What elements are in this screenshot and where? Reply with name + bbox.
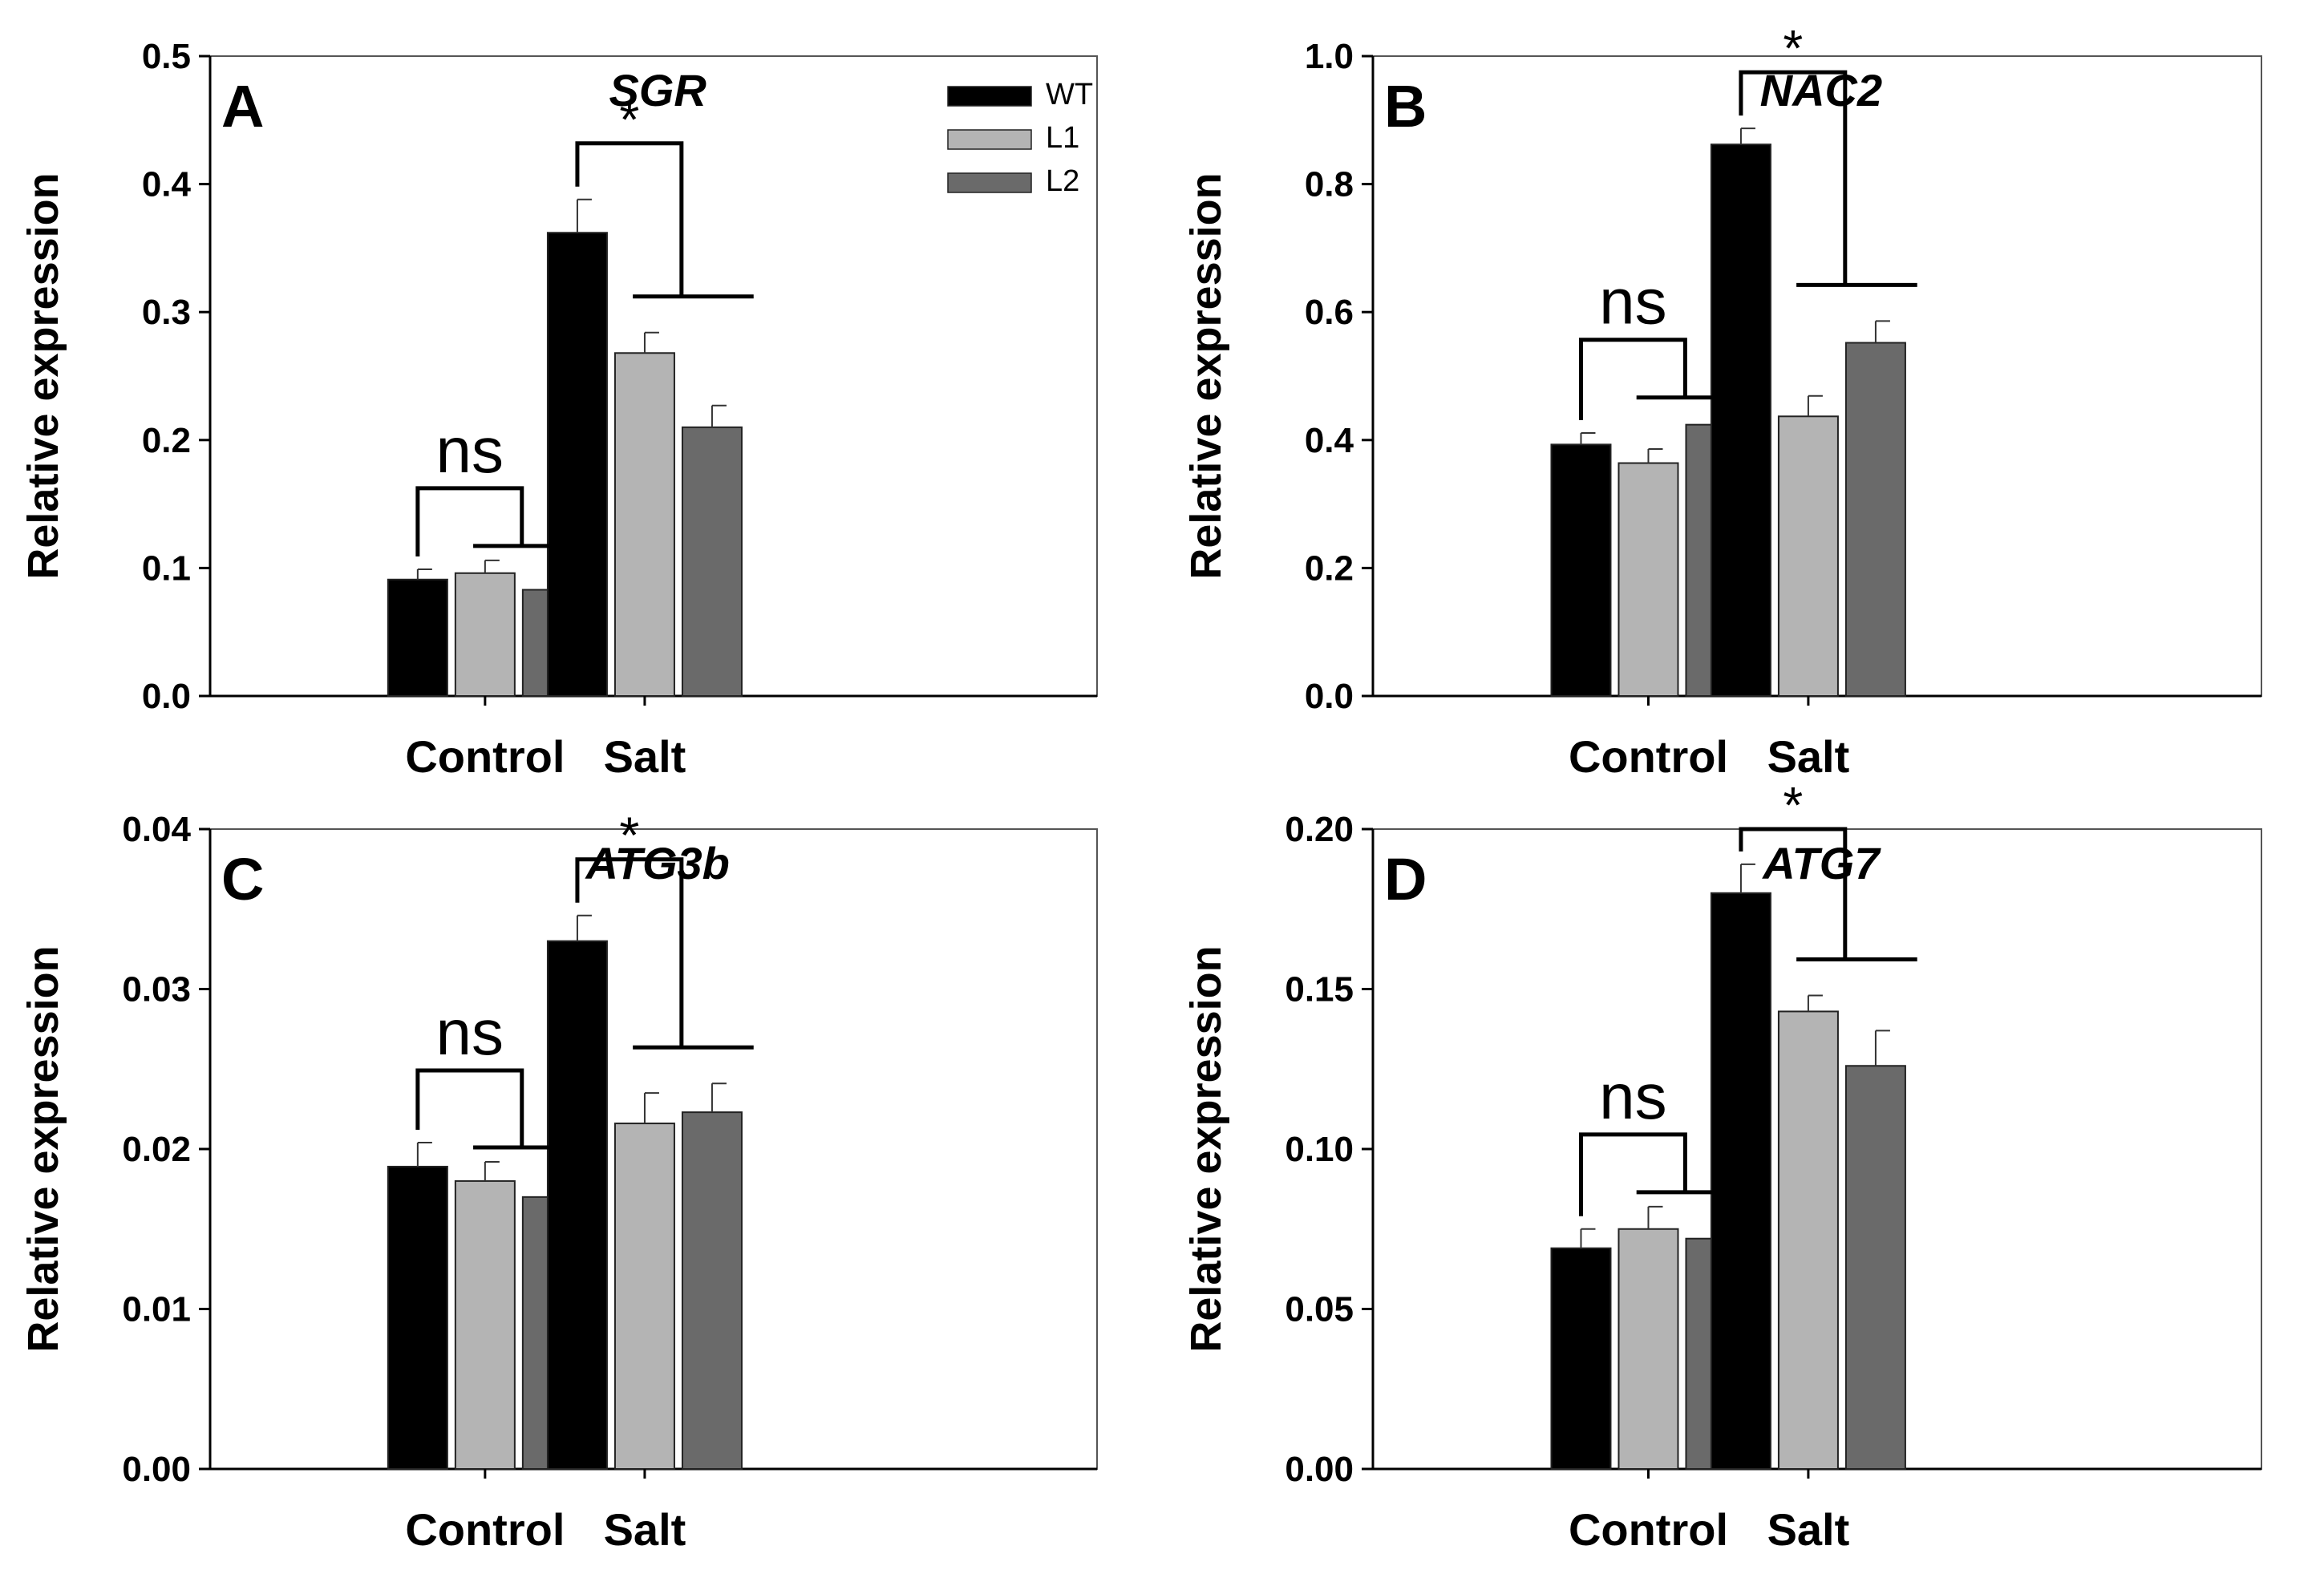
bar-d-salt-l2 — [1844, 1065, 1906, 1470]
x-category-label: Salt — [604, 731, 686, 782]
y-tick-label: 0.02 — [122, 1130, 191, 1169]
y-axis-label: Relative expression — [1182, 945, 1230, 1352]
bar-c-salt-l2 — [681, 1111, 743, 1470]
gene-title: ATG7 — [1761, 838, 1881, 888]
y-tick-label: 0.4 — [142, 165, 192, 204]
legend-label: WT — [1046, 78, 1093, 111]
panel-c: 0.00 0.01 0.02 0.03 0.04 Relative expression C… — [19, 807, 1098, 1555]
legend-swatch-l2 — [947, 172, 1032, 193]
y-tick-label: 0.3 — [142, 293, 191, 332]
bar-c-salt-wt — [546, 940, 608, 1470]
y-tick-label: 0.04 — [122, 810, 191, 849]
bar-a-salt-l2 — [681, 426, 743, 698]
y-tick-label: 0.1 — [142, 548, 191, 588]
significance-bracket — [1739, 827, 1848, 960]
significance-bracket — [1578, 1132, 1687, 1216]
bar-d-salt-wt — [1710, 892, 1771, 1471]
gene-title: SGR — [609, 65, 707, 115]
x-category-label: Control — [1569, 731, 1728, 782]
y-tick-label: 0.2 — [142, 421, 191, 460]
y-axis-label: Relative expression — [1182, 172, 1230, 579]
panel-a: 0.0 0.1 0.2 0.3 0.4 0.5 Relative expression Con… — [19, 37, 1098, 782]
bar-b-salt-l2 — [1844, 342, 1906, 697]
x-category-label: Control — [405, 1504, 565, 1555]
y-tick-label: 1.0 — [1305, 37, 1354, 76]
y-tick-label: 0.00 — [1285, 1450, 1354, 1489]
significance-bracket — [415, 1068, 524, 1147]
panel-letter: D — [1384, 846, 1427, 912]
x-category-label: Salt — [1767, 1504, 1850, 1555]
significance-bracket — [415, 486, 524, 556]
bar-c-control-l1 — [454, 1179, 516, 1471]
x-category-label: Control — [1569, 1504, 1728, 1555]
y-tick-label: 0.15 — [1285, 970, 1354, 1010]
bar-a-control-wt — [387, 578, 448, 697]
significance-bracket — [575, 141, 684, 297]
significance-star: * — [619, 91, 639, 148]
y-tick-label: 0.2 — [1305, 548, 1354, 588]
panel-d: 0.00 0.05 0.10 0.15 0.20 Relative expression C… — [1182, 776, 2262, 1555]
significance-ns: ns — [436, 415, 504, 486]
y-tick-label: 0.03 — [122, 970, 191, 1010]
legend: WT L1 L2 — [947, 78, 1093, 198]
x-category-label: Control — [405, 731, 565, 782]
x-category-label: Salt — [1767, 731, 1850, 782]
bar-b-salt-l1 — [1777, 415, 1839, 697]
bar-d-control-wt — [1550, 1247, 1612, 1470]
significance-star: * — [1783, 19, 1803, 77]
significance-star: * — [619, 807, 639, 864]
y-tick-label: 0.8 — [1305, 165, 1354, 204]
y-tick-label: 0.01 — [122, 1290, 191, 1329]
y-tick-label: 0.4 — [1305, 421, 1354, 460]
significance-ns: ns — [436, 997, 504, 1068]
bar-d-salt-l1 — [1777, 1010, 1839, 1471]
y-tick-label: 0.0 — [1305, 677, 1354, 716]
significance-bracket — [1578, 338, 1687, 421]
significance-bracket — [575, 857, 684, 1048]
significance-ns: ns — [1599, 1061, 1667, 1132]
bar-a-salt-wt — [546, 232, 608, 697]
x-category-label: Salt — [604, 1504, 686, 1555]
y-axis-label: Relative expression — [19, 172, 67, 579]
legend-swatch-l1 — [947, 129, 1032, 150]
legend-label: L1 — [1046, 121, 1079, 155]
significance-ns: ns — [1599, 266, 1667, 338]
legend-swatch-wt — [947, 86, 1032, 107]
y-tick-label: 0.6 — [1305, 293, 1354, 332]
gene-title: ATG3b — [584, 838, 729, 888]
significance-bracket — [1739, 70, 1848, 285]
panel-letter: B — [1384, 73, 1427, 140]
y-tick-label: 0.0 — [142, 677, 191, 716]
bar-a-salt-l1 — [613, 352, 675, 697]
bar-b-salt-wt — [1710, 144, 1771, 697]
panel-letter: A — [221, 73, 264, 140]
y-tick-label: 0.20 — [1285, 810, 1354, 849]
y-tick-label: 0.5 — [142, 37, 191, 76]
panel-letter: C — [221, 846, 264, 912]
legend-label: L2 — [1046, 164, 1079, 198]
panel-b: 0.0 0.2 0.4 0.6 0.8 1.0 Relative expression Con… — [1182, 19, 2262, 782]
significance-star: * — [1783, 776, 1803, 834]
bar-c-salt-l1 — [613, 1123, 675, 1470]
bar-a-control-l1 — [454, 572, 516, 697]
y-tick-label: 0.00 — [122, 1450, 191, 1489]
y-tick-label: 0.10 — [1285, 1130, 1354, 1169]
y-axis-label: Relative expression — [19, 945, 67, 1352]
bar-b-control-l1 — [1617, 462, 1679, 697]
gene-title: NAC2 — [1760, 65, 1882, 115]
bar-b-control-wt — [1550, 443, 1612, 697]
y-tick-label: 0.05 — [1285, 1290, 1354, 1329]
bar-d-control-l1 — [1617, 1228, 1679, 1470]
bar-c-control-wt — [387, 1165, 448, 1470]
